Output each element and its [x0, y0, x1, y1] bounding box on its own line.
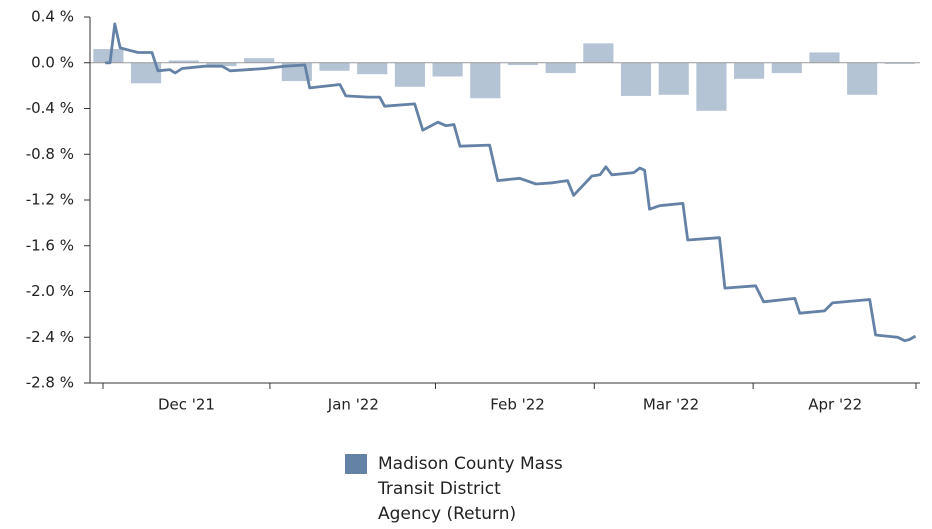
bar	[168, 60, 199, 63]
bar	[771, 62, 802, 74]
y-tick-label: -2.8 %	[26, 374, 74, 392]
y-tick-label: -1.6 %	[26, 236, 74, 254]
bar	[696, 62, 727, 111]
x-tick-label: Feb '22	[490, 396, 545, 414]
bar	[319, 62, 350, 71]
line	[105, 22, 917, 343]
y-tick-label: -2.0 %	[26, 282, 74, 300]
bar	[470, 62, 501, 99]
legend-label: Madison County Mass Transit District Age…	[378, 454, 563, 524]
bar	[244, 58, 275, 63]
x-tick-label: Dec '21	[158, 396, 215, 414]
bar	[394, 62, 425, 87]
bar	[206, 62, 237, 67]
x-tick-label: Apr '22	[808, 396, 862, 414]
legend: Madison County Mass Transit District Age…	[345, 452, 568, 527]
bar	[357, 62, 388, 75]
y-tick-label: -1.2 %	[26, 191, 74, 209]
bar	[93, 49, 124, 63]
x-tick-label: Jan '22	[327, 396, 379, 414]
bar	[847, 62, 878, 95]
y-tick-label: -0.4 %	[26, 99, 74, 117]
legend-swatch	[345, 454, 367, 474]
bar	[734, 62, 765, 79]
bar	[130, 62, 162, 84]
bar	[432, 62, 463, 77]
bar	[545, 62, 576, 74]
y-tick-label: -0.8 %	[26, 145, 74, 163]
bar	[507, 62, 539, 66]
bar	[658, 62, 689, 95]
bar	[583, 43, 614, 63]
bar	[809, 52, 840, 63]
y-tick-label: 0.4 %	[31, 8, 74, 26]
bar	[884, 62, 915, 64]
bar	[620, 62, 652, 96]
y-tick-label: 0.0 %	[31, 53, 74, 71]
y-tick-label: -2.4 %	[26, 328, 74, 346]
x-tick-label: Mar '22	[643, 396, 699, 414]
